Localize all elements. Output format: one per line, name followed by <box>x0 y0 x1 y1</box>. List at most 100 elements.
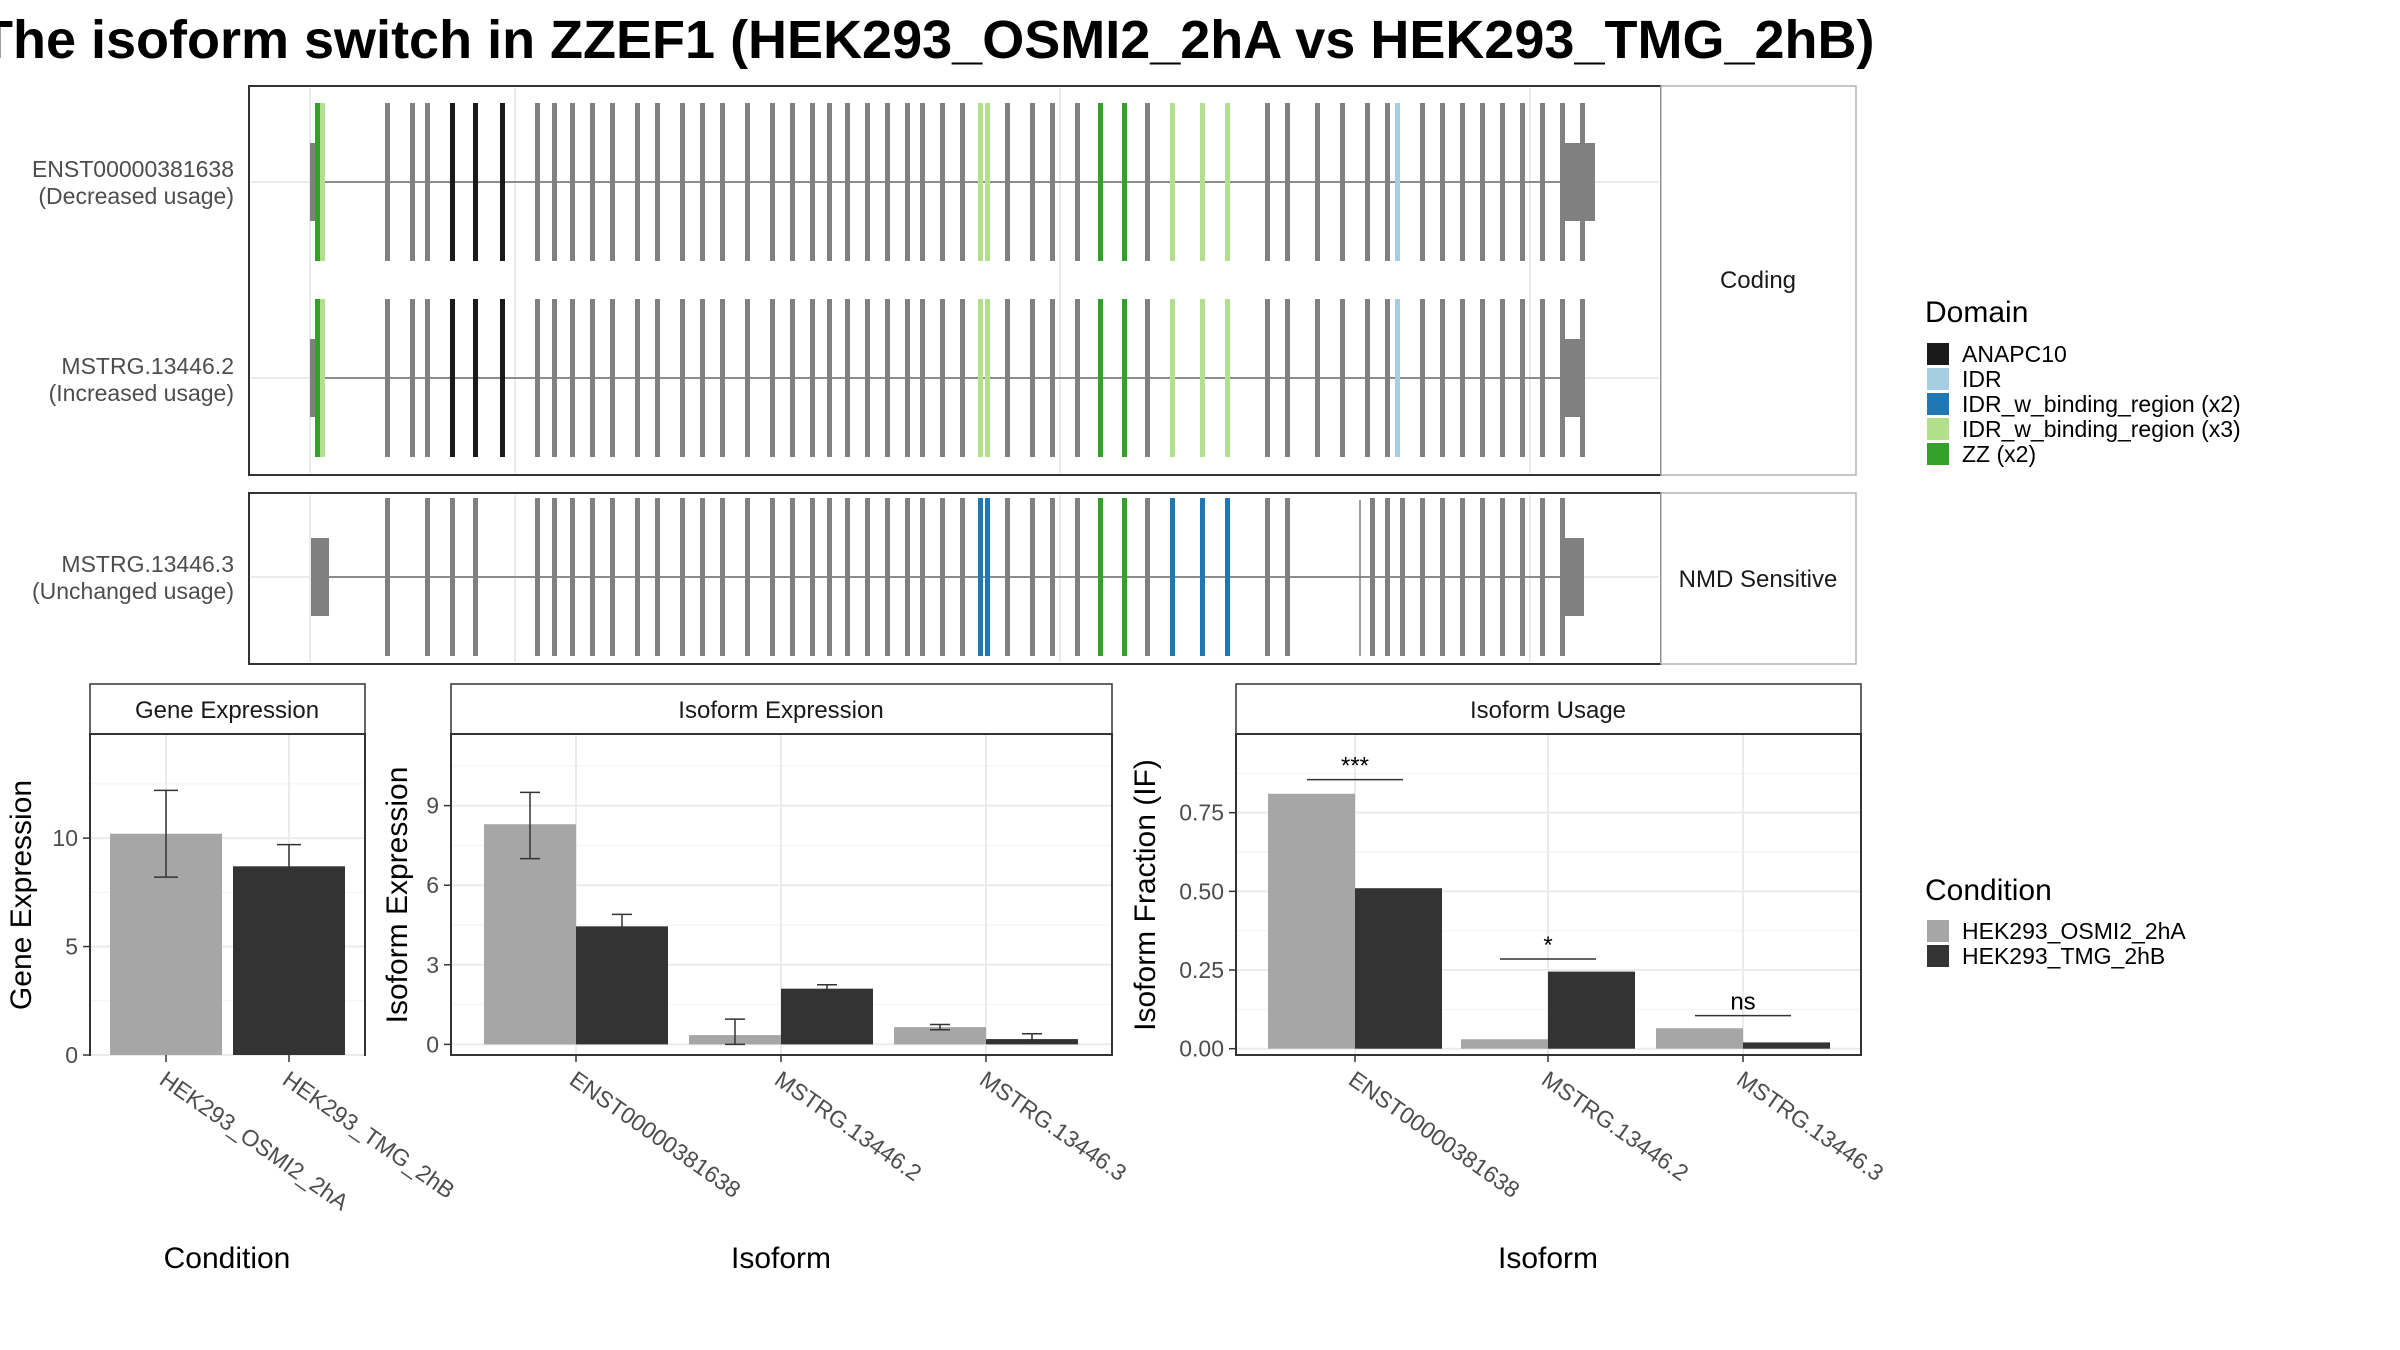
tx3-exon-42 <box>1400 498 1405 656</box>
domain-legend: Domain ANAPC10 IDR IDR_w_binding_region … <box>1925 296 2241 467</box>
nmd-panel-frame <box>248 492 1662 665</box>
isoform-usage-x-ticks: ENST00000381638 MSTRG.13446.2 MSTRG.13446.… <box>1344 1055 1888 1203</box>
nmd-strip-box <box>1660 492 1857 665</box>
legend-label-cond1: HEK293_OSMI2_2hA <box>1962 918 2186 944</box>
ie-ytick-label-1: 3 <box>426 952 439 978</box>
tx1-exon-37 <box>1122 103 1127 261</box>
tx2-exon-11 <box>590 299 595 457</box>
ie-xtick-label-0: ENST00000381638 <box>565 1066 745 1203</box>
tx2-exon-53 <box>1500 299 1505 457</box>
tx2-exon-50 <box>1440 299 1445 457</box>
tx1-exon-25 <box>885 103 890 261</box>
tx2-exon-49 <box>1420 299 1425 457</box>
tx3-exon-28 <box>1005 498 1010 656</box>
iu-bar-s0-c1 <box>1461 1039 1548 1049</box>
tx3-exon-45 <box>1460 498 1465 656</box>
tx1-exon-24 <box>865 103 870 261</box>
iu-ytick-label-0: 0.00 <box>1179 1036 1224 1062</box>
iu-bar-s0-c2 <box>1656 1028 1743 1049</box>
tx1-exon-50 <box>1440 103 1445 261</box>
tx3-exon-0 <box>385 498 390 656</box>
tx2-exon-38 <box>1145 299 1150 457</box>
ge-ytick-label-0: 0 <box>65 1042 78 1068</box>
isoform-usage-panel: Isoform Usage ****ns 0.000.250.500.75 EN… <box>1129 683 1888 1275</box>
tx2-exon-17 <box>720 299 725 457</box>
coding-strip-box <box>1660 85 1857 476</box>
tx3-exon-33 <box>1122 498 1127 656</box>
tx1-exon-19 <box>770 103 775 261</box>
tx3-exon-20 <box>865 498 870 656</box>
isoform-usage-y-title: Isoform Fraction (IF) <box>1129 759 1162 1031</box>
figure-title: The isoform switch in ZZEF1 (HEK293_OSMI… <box>0 10 1874 70</box>
tx3-exon-24 <box>940 498 945 656</box>
tx1-exon-32 <box>1005 103 1010 261</box>
iu-ytick-label-3: 0.75 <box>1179 800 1224 826</box>
tx1-exon-9 <box>552 103 557 261</box>
legend-label-idr-binding-x3: IDR_w_binding_region (x3) <box>1962 416 2241 442</box>
tx2-exon-22 <box>827 299 832 457</box>
tx2-exon-30 <box>978 299 983 457</box>
tx1-exon-55 <box>1540 103 1545 261</box>
tx1-exon-53 <box>1500 103 1505 261</box>
ie-xtick-label-2: MSTRG.13446.3 <box>975 1066 1131 1186</box>
tx2-exon-42 <box>1265 299 1270 457</box>
iu-bar-s1-c1 <box>1548 971 1635 1049</box>
tx1-exon-28 <box>940 103 945 261</box>
tx2-exon-21 <box>810 299 815 457</box>
tx2-exon-39 <box>1170 299 1175 457</box>
tx1-exon-0 <box>315 103 320 261</box>
isoform-expression-x-ticks: ENST00000381638 MSTRG.13446.2 MSTRG.13446.… <box>565 1055 1131 1203</box>
tx1-exon-49 <box>1420 103 1425 261</box>
tx1-exon-14 <box>655 103 660 261</box>
tx3-exon-50 <box>1560 498 1565 656</box>
tx2-exon-13 <box>635 299 640 457</box>
legend-label-idr: IDR <box>1962 366 2002 392</box>
tx3-exon-13 <box>720 498 725 656</box>
tx1-exon-54 <box>1520 103 1525 261</box>
tx1-exon-29 <box>960 103 965 261</box>
legend-key-idr <box>1927 368 1949 390</box>
tx3-exon-19 <box>845 498 850 656</box>
tx2-exon-24 <box>865 299 870 457</box>
tx3-exon-9 <box>635 498 640 656</box>
tx3-exon-15 <box>770 498 775 656</box>
legend-key-idr-binding-x2 <box>1927 393 1949 415</box>
tx3-exon-38 <box>1265 498 1270 656</box>
tx2-exon-51 <box>1460 299 1465 457</box>
ie-ytick-label-2: 6 <box>426 872 439 898</box>
gene-expression-y-ticks: 0 5 10 <box>52 825 90 1068</box>
tx1-exon-48 <box>1395 103 1400 261</box>
tx2-exon-56 <box>1560 299 1565 457</box>
isoform-usage-bars <box>1268 793 1830 1049</box>
iu-ytick-label-1: 0.25 <box>1179 957 1224 983</box>
legend-key-cond1 <box>1927 920 1949 942</box>
tx3-exon-22 <box>905 498 910 656</box>
tx3-exon-23 <box>920 498 925 656</box>
tx2-exon-46 <box>1365 299 1370 457</box>
tx1-exon-56 <box>1560 103 1565 261</box>
tx2-exon-25 <box>885 299 890 457</box>
tx1-exon-44 <box>1315 103 1320 261</box>
tx1-exon-38 <box>1145 103 1150 261</box>
tx2-exon-37 <box>1122 299 1127 457</box>
tx1-exon-27 <box>920 103 925 261</box>
legend-key-cond2 <box>1927 945 1949 967</box>
tx3-exon-31 <box>1075 498 1080 656</box>
tx1-exon-12 <box>610 103 615 261</box>
tx2-exon-20 <box>790 299 795 457</box>
transcript-3-model <box>311 498 1584 656</box>
tx2-exon-34 <box>1050 299 1055 457</box>
tx3-exon-47 <box>1500 498 1505 656</box>
tx2-exon-43 <box>1285 299 1290 457</box>
tx2-exon-2 <box>385 299 390 457</box>
tx2-exon-8 <box>535 299 540 457</box>
ie-bar-s0-c2 <box>894 1027 986 1045</box>
tx3-exon-43 <box>1420 498 1425 656</box>
tx3-exon-39 <box>1285 498 1290 656</box>
tx2-exon-54 <box>1520 299 1525 457</box>
condition-legend: Condition HEK293_OSMI2_2hA HEK293_TMG_2h… <box>1925 874 2186 969</box>
isoform-usage-x-title: Isoform <box>1498 1242 1598 1275</box>
ge-ytick-label-2: 10 <box>52 825 78 851</box>
tx1-exon-45 <box>1340 103 1345 261</box>
